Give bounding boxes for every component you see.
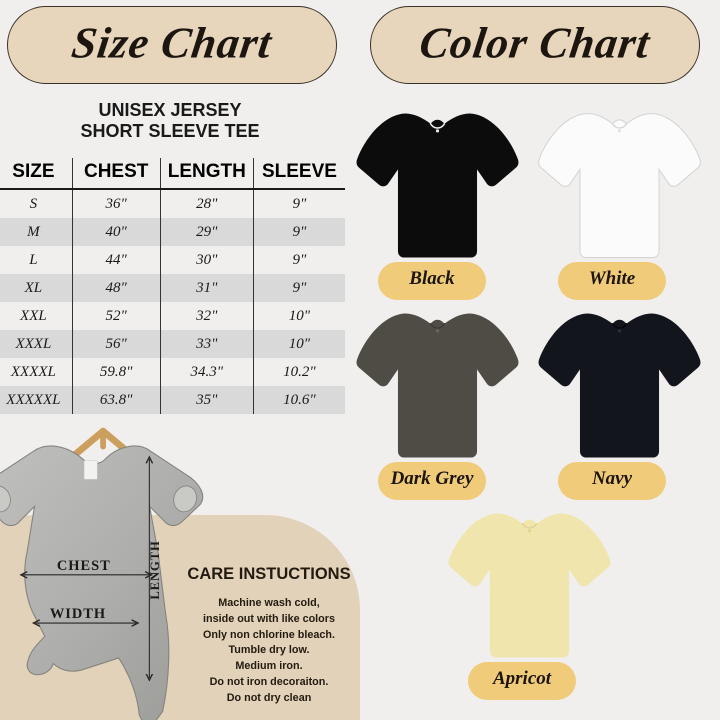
svg-text:CHEST: CHEST <box>57 558 111 574</box>
svg-text:LENGTH: LENGTH <box>148 540 162 599</box>
svg-text:WIDTH: WIDTH <box>50 606 106 622</box>
